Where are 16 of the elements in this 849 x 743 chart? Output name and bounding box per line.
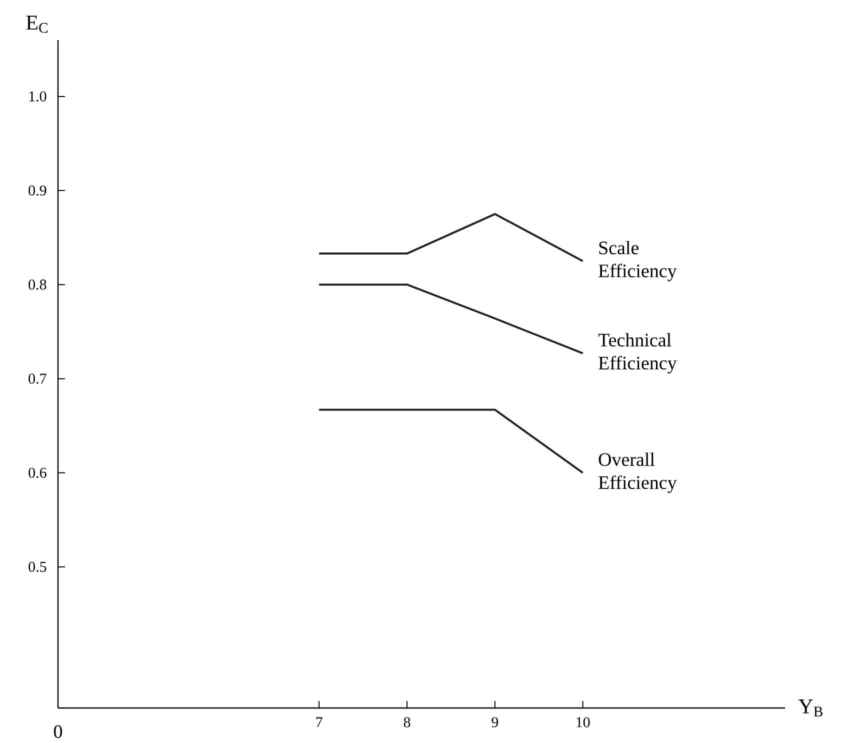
y-tick-label: 0.8 (28, 280, 46, 290)
y-axis-title: E$_{C}$ (26, 16, 48, 33)
y-tick-label: 0.5 (28, 562, 46, 572)
y-tick-label: 0.7 (28, 374, 46, 384)
series-label: Technical Efficiency (598, 333, 677, 374)
y-tick-label: 1.0 (29, 91, 46, 102)
text: 0 (54, 725, 62, 738)
x-tick-label: 8 (404, 717, 410, 728)
y-tick-label: 0.9 (28, 185, 46, 196)
x-tick-label: 9 (492, 717, 498, 728)
x-axis-title: Y$_{B}$ (798, 700, 822, 716)
y-tick-label: 0.6 (28, 468, 46, 478)
x-tick-label: 10 (576, 717, 590, 728)
x-tick-label: 7 (316, 717, 322, 728)
series-label: Overall Efficiency (598, 452, 677, 493)
series-label: Scale Efficiency (598, 240, 677, 282)
